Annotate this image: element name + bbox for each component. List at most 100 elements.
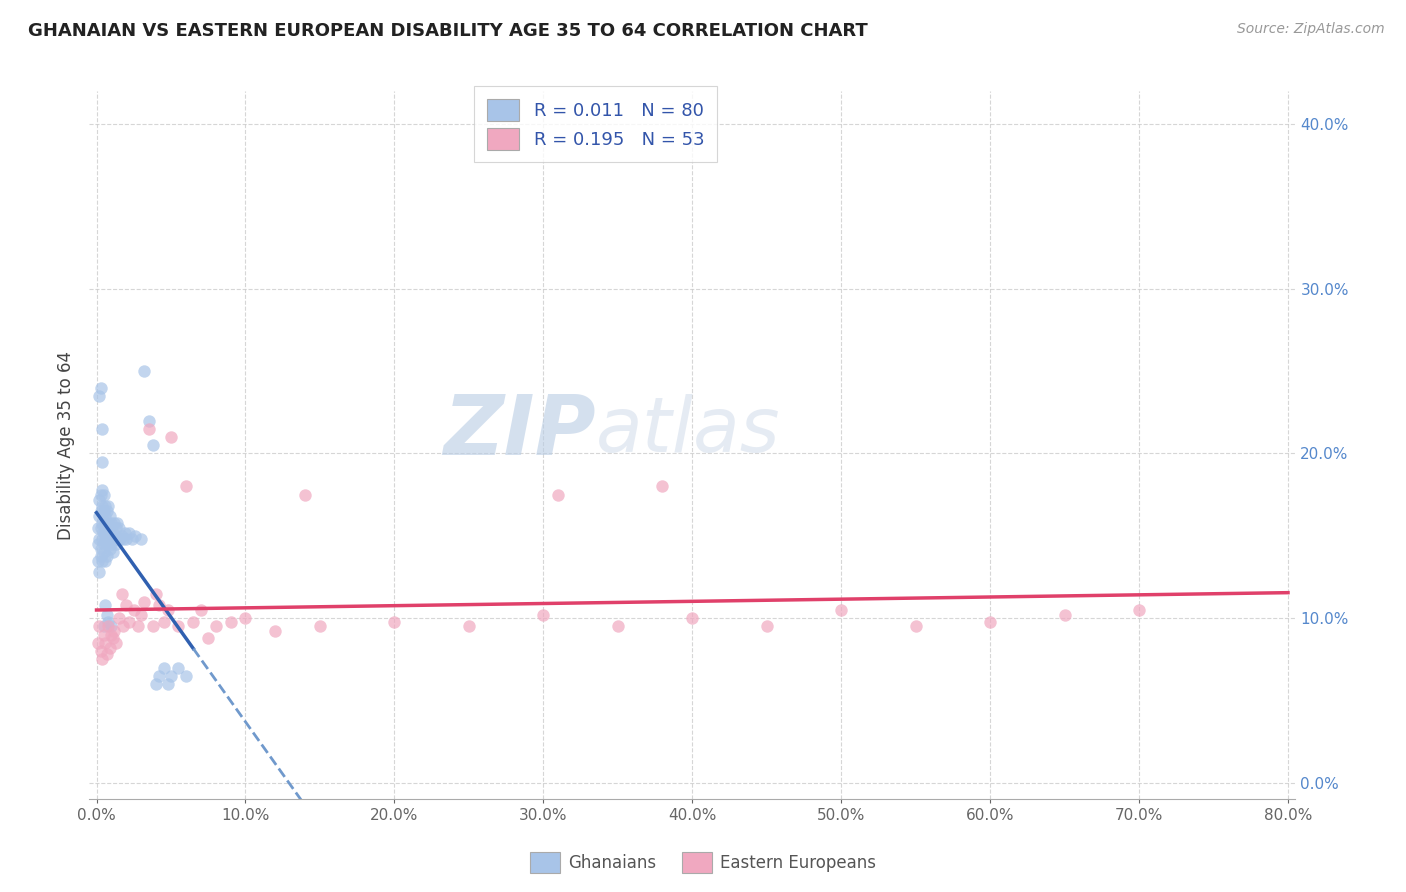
Legend: Ghanaians, Eastern Europeans: Ghanaians, Eastern Europeans	[523, 846, 883, 880]
Point	[97, 532, 120, 546]
Point	[90, 644, 112, 658]
Point	[93, 525, 115, 540]
Point	[152, 660, 174, 674]
Point	[294, 488, 316, 502]
Point	[105, 516, 128, 530]
Point	[87, 553, 110, 567]
Point	[94, 500, 117, 514]
Point	[148, 669, 170, 683]
Point	[547, 488, 569, 502]
Point	[93, 504, 115, 518]
Point	[138, 413, 160, 427]
Point	[160, 430, 183, 444]
Point	[264, 624, 287, 639]
Point	[104, 537, 127, 551]
Point	[142, 438, 165, 452]
Point	[89, 565, 111, 579]
Point	[681, 611, 703, 625]
Point	[100, 628, 122, 642]
Point	[103, 624, 125, 639]
Point	[97, 619, 120, 633]
Point	[101, 631, 124, 645]
Point	[96, 537, 118, 551]
Point	[112, 532, 135, 546]
Point	[98, 542, 121, 557]
Point	[89, 619, 111, 633]
Point	[94, 553, 117, 567]
Point	[91, 455, 114, 469]
Point	[91, 422, 114, 436]
Point	[89, 389, 111, 403]
Point	[127, 619, 149, 633]
Point	[830, 603, 852, 617]
Point	[100, 532, 122, 546]
Point	[651, 479, 673, 493]
Point	[87, 636, 110, 650]
Text: GHANAIAN VS EASTERN EUROPEAN DISABILITY AGE 35 TO 64 CORRELATION CHART: GHANAIAN VS EASTERN EUROPEAN DISABILITY …	[28, 22, 868, 40]
Point	[152, 615, 174, 629]
Point	[90, 504, 112, 518]
Point	[97, 615, 120, 629]
Point	[100, 537, 122, 551]
Point	[93, 628, 115, 642]
Point	[94, 636, 117, 650]
Point	[167, 660, 190, 674]
Point	[108, 521, 131, 535]
Point	[93, 521, 115, 535]
Point	[904, 619, 927, 633]
Point	[91, 516, 114, 530]
Point	[156, 603, 179, 617]
Point	[124, 529, 146, 543]
Point	[108, 611, 131, 625]
Point	[167, 619, 190, 633]
Point	[96, 648, 118, 662]
Point	[100, 516, 122, 530]
Point	[91, 500, 114, 514]
Point	[98, 509, 121, 524]
Point	[91, 532, 114, 546]
Point	[93, 619, 115, 633]
Point	[219, 615, 242, 629]
Point	[110, 532, 132, 546]
Point	[90, 542, 112, 557]
Point	[1128, 603, 1150, 617]
Y-axis label: Disability Age 35 to 64: Disability Age 35 to 64	[58, 351, 75, 540]
Point	[104, 636, 127, 650]
Point	[93, 537, 115, 551]
Point	[145, 677, 167, 691]
Point	[134, 595, 156, 609]
Point	[118, 525, 141, 540]
Point	[98, 525, 121, 540]
Point	[979, 615, 1001, 629]
Point	[755, 619, 778, 633]
Point	[96, 504, 118, 518]
Point	[89, 532, 111, 546]
Point	[309, 619, 332, 633]
Point	[114, 525, 136, 540]
Point	[94, 598, 117, 612]
Point	[606, 619, 628, 633]
Point	[111, 529, 134, 543]
Point	[96, 549, 118, 563]
Point	[94, 516, 117, 530]
Point	[235, 611, 257, 625]
Point	[112, 619, 135, 633]
Point	[134, 364, 156, 378]
Point	[1053, 607, 1076, 622]
Point	[156, 677, 179, 691]
Point	[148, 598, 170, 612]
Point	[108, 532, 131, 546]
Point	[87, 537, 110, 551]
Text: ZIP: ZIP	[443, 391, 596, 472]
Point	[90, 488, 112, 502]
Point	[94, 532, 117, 546]
Point	[97, 500, 120, 514]
Point	[142, 619, 165, 633]
Point	[97, 516, 120, 530]
Point	[96, 607, 118, 622]
Point	[93, 525, 115, 540]
Point	[101, 525, 124, 540]
Point	[118, 615, 141, 629]
Point	[104, 521, 127, 535]
Point	[89, 492, 111, 507]
